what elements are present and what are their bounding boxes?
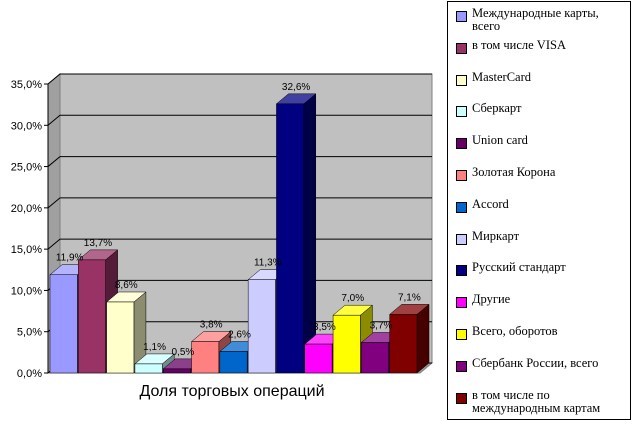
legend-item: Сбербанк России, всего: [456, 355, 626, 372]
bar: [134, 353, 175, 374]
bar-front: [247, 279, 276, 374]
y-tick-label: 20,0%: [11, 203, 42, 215]
legend-swatch: [456, 297, 467, 309]
data-label: 1,1%: [143, 342, 166, 353]
y-tick-label: 30,0%: [11, 120, 42, 132]
legend-swatch: [456, 74, 467, 86]
bar-front: [332, 314, 361, 374]
legend-label: Международные карты, всего: [472, 6, 599, 33]
bar-chart: 0,0% 5,0% 10,0% 15,0% 20,0% 25,0% 30,0% 35,0% 1…: [11, 72, 434, 400]
data-label: 11,9%: [56, 253, 84, 264]
data-label: 0,5%: [171, 347, 194, 358]
legend-swatch: [456, 265, 467, 277]
x-axis-label: Доля торговых операций: [139, 383, 324, 400]
data-label: 11,3%: [254, 258, 282, 269]
bar-front: [276, 103, 305, 374]
data-label: 8,6%: [115, 280, 138, 291]
legend-label: Accord: [472, 196, 509, 211]
legend-swatch: [456, 329, 467, 340]
data-label: 32,6%: [282, 82, 310, 93]
gridline: [47, 73, 432, 85]
legend-label: Миркарт: [472, 228, 520, 243]
legend-item: в том числе по международным картам: [456, 387, 626, 415]
legend-item: Международные карты, всего: [456, 7, 626, 33]
bar-front: [389, 314, 418, 374]
legend-swatch: [456, 201, 467, 213]
legend-item: Другие: [456, 292, 626, 309]
chart-legend: Международные карты, всего в том числе VI…: [447, 1, 631, 420]
legend-item: Сберкарт: [456, 101, 626, 118]
legend-swatch: [456, 170, 467, 181]
legend-label: Сберкарт: [472, 101, 522, 116]
bar: [105, 291, 147, 374]
legend-swatch: [456, 392, 467, 404]
legend-item: Миркарт: [456, 228, 626, 245]
y-tick-label: 35,0%: [11, 79, 42, 91]
legend-swatch: [456, 106, 467, 118]
legend-label: MasterCard: [472, 69, 532, 84]
bar-front: [191, 341, 220, 374]
bar: [389, 303, 430, 374]
legend-label: Всего, оборотов: [472, 324, 558, 338]
data-labels: 11,9%13,7% 8,6% 1,1% 0,5% 3,8% 2,6% 11,3% 32,6%…: [56, 82, 421, 358]
legend-swatch: [456, 42, 467, 54]
y-axis-ticks: 0,0% 5,0% 10,0% 15,0% 20,0% 25,0% 30,0% 35,0%: [11, 79, 42, 380]
bar-front: [49, 274, 78, 374]
legend-item: Золотая Корона: [456, 166, 626, 181]
legend-swatch: [456, 233, 467, 245]
legend-swatch: [456, 360, 467, 372]
bar-front: [134, 363, 163, 374]
legend-label: Сбербанк России, всего: [472, 355, 599, 370]
y-tick-label: 25,0%: [11, 162, 42, 174]
y-tick-label: 15,0%: [11, 244, 42, 256]
legend-item: Русский стандарт: [456, 260, 626, 277]
chart-bars: [49, 93, 430, 374]
data-label: 3,8%: [200, 320, 223, 331]
legend-swatch: [456, 138, 467, 150]
legend-label: Русский стандарт: [472, 260, 566, 275]
y-tick-label: 5,0%: [17, 327, 42, 339]
bar-front: [106, 301, 135, 374]
data-label: 3,5%: [313, 322, 336, 333]
y-tick-label: 10,0%: [11, 285, 42, 297]
legend-item: MasterCard: [456, 69, 626, 86]
legend-item: в том числе VISA: [456, 37, 626, 54]
bar: [275, 93, 317, 374]
data-label: 13,7%: [84, 238, 112, 249]
legend-label: Другие: [472, 292, 511, 307]
legend-item: Accord: [456, 196, 626, 213]
bar-front: [78, 259, 106, 374]
bar-front: [219, 351, 248, 374]
legend-swatch: [456, 11, 467, 22]
data-label: 2,6%: [228, 330, 251, 341]
bar-front: [304, 343, 333, 374]
bar-front: [361, 342, 389, 374]
data-label: 7,0%: [341, 293, 364, 304]
legend-item: Union card: [456, 133, 626, 150]
bar-front: [162, 368, 191, 374]
legend-label: в том числе по международным картам: [472, 387, 601, 415]
legend-label: Золотая Корона: [472, 165, 556, 179]
data-label: 7,1%: [398, 292, 421, 303]
y-tick-label: 0,0%: [17, 368, 42, 380]
legend-item: Всего, оборотов: [456, 325, 626, 340]
legend-label: в том числе VISA: [472, 37, 566, 52]
legend-label: Union card: [472, 133, 528, 148]
bar-side: [416, 303, 430, 374]
data-label: 3,7%: [370, 320, 393, 331]
